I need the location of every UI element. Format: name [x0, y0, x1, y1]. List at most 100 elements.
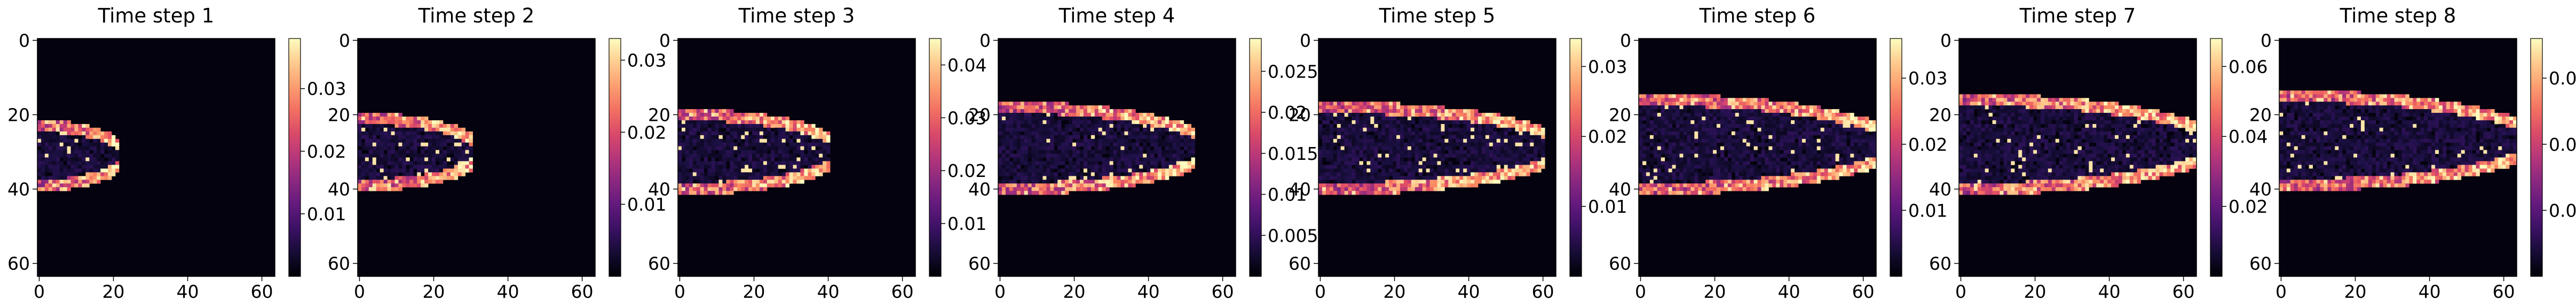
heatmap-cell — [800, 153, 804, 158]
heatmap-cell — [1352, 161, 1356, 165]
heatmap-cell — [1147, 124, 1151, 128]
heatmap-cell — [97, 135, 101, 140]
heatmap-cell — [1187, 124, 1191, 128]
heatmap-cell — [1054, 187, 1058, 191]
heatmap-cell — [722, 124, 726, 128]
heatmap-cell — [1489, 146, 1494, 150]
heatmap-cell — [1322, 176, 1326, 180]
heatmap-cell — [1035, 102, 1039, 106]
heatmap-cell — [1418, 153, 1423, 158]
heatmap-cell — [1422, 131, 1427, 136]
heatmap-cell — [1843, 117, 1847, 121]
heatmap-cell — [1642, 131, 1647, 136]
heatmap-cell — [85, 168, 90, 173]
heatmap-cell — [998, 191, 1002, 195]
heatmap-cell — [1013, 131, 1017, 136]
heatmap-cell — [800, 180, 804, 184]
heatmap-cell — [1069, 180, 1073, 184]
heatmap-cell — [365, 168, 369, 173]
heatmap-cell — [759, 120, 764, 125]
heatmap-cell — [1154, 161, 1158, 165]
heatmap-cell — [752, 113, 756, 117]
heatmap-cell — [1359, 191, 1363, 195]
heatmap-cell — [1079, 150, 1084, 154]
heatmap-cell — [1526, 142, 1530, 147]
heatmap-cell — [1355, 138, 1360, 143]
heatmap-cell — [93, 165, 97, 169]
heatmap-cell — [361, 176, 366, 180]
heatmap-cell — [1742, 98, 1747, 102]
heatmap-cell — [104, 153, 108, 158]
heatmap-cell — [1176, 161, 1181, 165]
heatmap-cell — [1143, 157, 1147, 161]
heatmap-cell — [1441, 113, 1445, 117]
heatmap-cell — [774, 176, 779, 180]
heatmap-cell — [1102, 109, 1107, 113]
heatmap-cell — [1385, 187, 1389, 191]
heatmap-cell — [380, 153, 384, 158]
heatmap-cell — [1805, 120, 1810, 125]
heatmap-cell — [722, 191, 726, 195]
heatmap-cell — [59, 165, 64, 169]
heatmap-cell — [361, 120, 366, 125]
heatmap-cell — [1355, 180, 1360, 184]
heatmap-cell — [1120, 131, 1125, 136]
heatmap-cell — [48, 153, 53, 158]
heatmap-cell — [718, 135, 723, 140]
heatmap-cell — [1042, 183, 1047, 188]
heatmap-cell — [1668, 124, 1672, 128]
heatmap-cell — [1459, 168, 1464, 173]
x-tick-label: 20 — [423, 281, 445, 301]
heatmap-cell — [1448, 176, 1452, 180]
heatmap-cell — [1325, 176, 1330, 180]
heatmap-cell — [1522, 146, 1527, 150]
heatmap-cell — [1426, 187, 1430, 191]
heatmap-cell — [1396, 180, 1401, 184]
heatmap-cell — [1168, 131, 1173, 136]
heatmap-cell — [1079, 153, 1084, 158]
heatmap-cell — [1477, 127, 1482, 132]
heatmap-cell — [1187, 165, 1191, 169]
heatmap-cell — [380, 142, 384, 147]
heatmap-cell — [1050, 165, 1054, 169]
heatmap-cell — [1031, 168, 1036, 173]
heatmap-cell — [1471, 131, 1475, 136]
heatmap-cell — [819, 165, 823, 169]
heatmap-cell — [1474, 161, 1479, 165]
heatmap-cell — [1393, 127, 1397, 132]
heatmap-cell — [1820, 124, 1825, 128]
heatmap-cell — [1120, 157, 1125, 161]
heatmap-cell — [1031, 138, 1036, 143]
heatmap-cell — [1083, 127, 1088, 132]
heatmap-cell — [781, 135, 786, 140]
heatmap-cell — [446, 168, 451, 173]
heatmap-cell — [1020, 102, 1025, 106]
heatmap-cell — [1854, 150, 1858, 154]
heatmap-cell — [1344, 176, 1349, 180]
heatmap-cell — [1124, 127, 1128, 132]
heatmap-cell — [1724, 117, 1728, 121]
heatmap-cell — [97, 131, 101, 136]
heatmap-cell — [730, 135, 734, 140]
heatmap-cell — [1031, 161, 1036, 165]
heatmap-cell — [1407, 157, 1412, 161]
y-tick-label: 0 — [1300, 30, 1311, 51]
heatmap-cell — [1348, 165, 1352, 169]
heatmap-cell — [424, 150, 429, 154]
heatmap-cell — [1020, 135, 1025, 140]
heatmap-cell — [1858, 146, 1862, 150]
x-tick-label: 40 — [497, 281, 519, 301]
heatmap-cell — [767, 183, 771, 188]
heatmap-cell — [1649, 150, 1654, 154]
heatmap-cell — [1702, 150, 1706, 154]
heatmap-cell — [1739, 127, 1743, 132]
heatmap-cell — [1176, 120, 1181, 125]
heatmap-cell — [1444, 157, 1449, 161]
heatmap-cell — [52, 153, 57, 158]
heatmap-cell — [1057, 124, 1062, 128]
heatmap-cell — [361, 180, 366, 184]
heatmap-cell — [1687, 150, 1691, 154]
heatmap-cell — [1069, 113, 1073, 117]
heatmap-cell — [1783, 117, 1788, 121]
heatmap-cell — [85, 176, 90, 180]
